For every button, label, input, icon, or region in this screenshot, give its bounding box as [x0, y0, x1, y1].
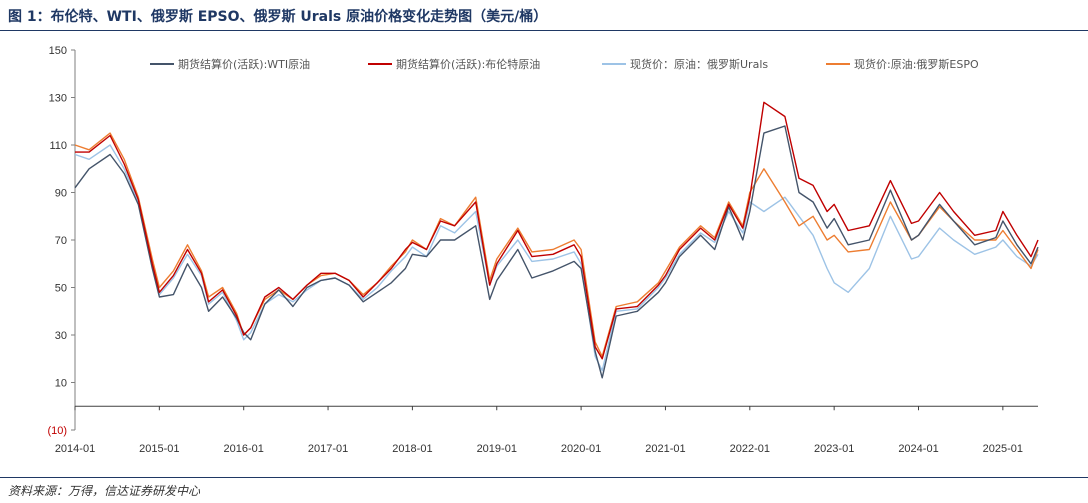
- x-tick-label: 2023-01: [814, 443, 854, 455]
- x-tick-label: 2020-01: [561, 443, 601, 455]
- top-rule: [0, 30, 1088, 31]
- legend-label: 期货结算价(活跃):布伦特原油: [396, 57, 540, 71]
- x-tick-label: 2014-01: [55, 443, 95, 455]
- x-tick-label: 2016-01: [224, 443, 264, 455]
- x-tick-label: 2022-01: [730, 443, 770, 455]
- bottom-rule: [0, 477, 1088, 478]
- source-note: 资料来源：万得，信达证券研发中心: [8, 484, 201, 498]
- x-tick-label: 2015-01: [139, 443, 179, 455]
- legend-label: 现货价:原油:俄罗斯ESPO: [854, 57, 979, 71]
- y-tick-label: 130: [49, 93, 67, 105]
- x-tick-label: 2017-01: [308, 443, 348, 455]
- legend-label: 期货结算价(活跃):WTI原油: [178, 57, 310, 71]
- y-tick-label: 50: [55, 283, 67, 295]
- y-tick-label: 70: [55, 235, 67, 247]
- chart-series: [74, 101, 1039, 379]
- x-tick-label: 2024-01: [898, 443, 938, 455]
- x-tick-label: 2019-01: [477, 443, 517, 455]
- series-line-0: [74, 125, 1039, 379]
- y-tick-label: 10: [55, 378, 67, 390]
- y-tick-label-negative: (10): [47, 425, 67, 437]
- x-tick-label: 2025-01: [983, 443, 1023, 455]
- figure-title: 图 1：布伦特、WTI、俄罗斯 EPSO、俄罗斯 Urals 原油价格变化走势图…: [8, 9, 548, 25]
- chart-axes: 150 130 110 90 70 50 30 10 (10) 2014-01 2015-01 201…: [47, 45, 1038, 455]
- y-tick-label: 30: [55, 330, 67, 342]
- x-tick-label: 2018-01: [392, 443, 432, 455]
- series-line-3: [74, 132, 1039, 358]
- x-tick-label: 2021-01: [645, 443, 685, 455]
- y-tick-label: 110: [49, 140, 67, 152]
- series-line-2: [74, 144, 1039, 372]
- series-line-1: [75, 101, 1039, 360]
- oil-price-chart: 150 130 110 90 70 50 30 10 (10) 2014-01 2015-01 201…: [47, 45, 1039, 455]
- legend-label: 现货价：原油：俄罗斯Urals: [630, 57, 768, 71]
- y-tick-label: 150: [49, 45, 67, 57]
- y-tick-label: 90: [55, 188, 67, 200]
- chart-legend: 期货结算价(活跃):WTI原油 期货结算价(活跃):布伦特原油 现货价：原油：俄罗斯…: [150, 57, 979, 71]
